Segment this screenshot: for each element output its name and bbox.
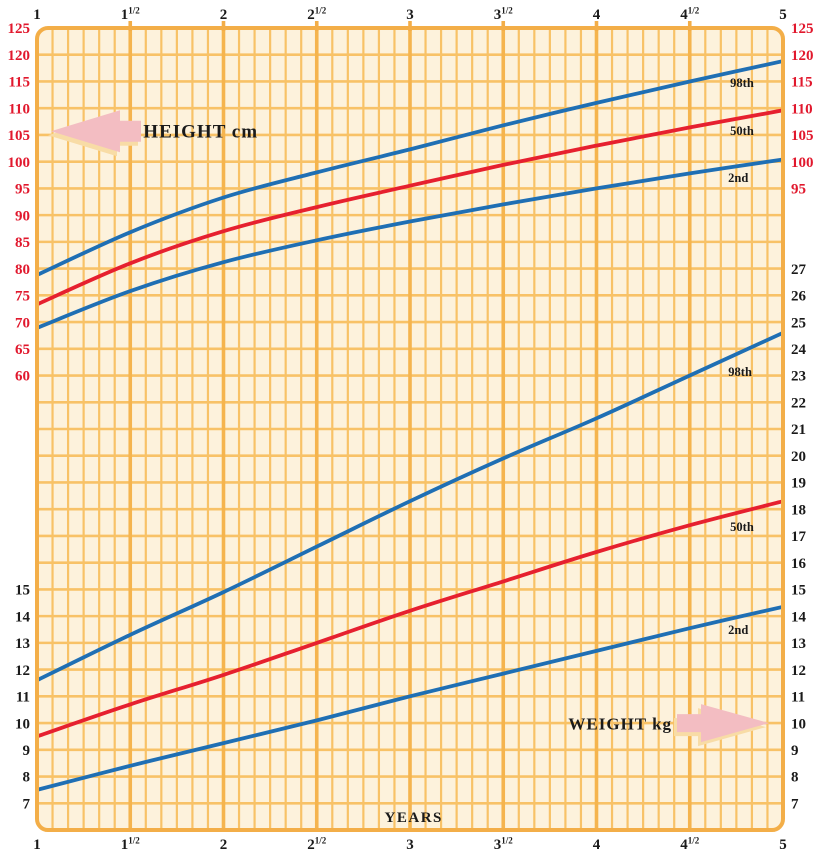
weight-scale-right-label: 22 bbox=[791, 395, 806, 411]
grid bbox=[37, 28, 783, 830]
height-scale-right-label: 125 bbox=[791, 21, 814, 37]
weight-scale-right-label: 21 bbox=[791, 422, 806, 438]
height-scale-left-label: 70 bbox=[15, 315, 30, 331]
percentile-curves bbox=[37, 59, 783, 792]
weight-scale-left-label: 15 bbox=[15, 583, 30, 599]
height-scale-left-label: 65 bbox=[15, 342, 30, 358]
top-axis-tick-label: 4 bbox=[593, 7, 601, 23]
weight-scale-left-label: 9 bbox=[23, 743, 31, 759]
height-scale-left-label: 105 bbox=[8, 128, 31, 144]
height-arrow-label: HEIGHT cm bbox=[143, 122, 258, 143]
weight-scale-left-label: 8 bbox=[23, 770, 31, 786]
height-scale-left-label: 75 bbox=[15, 289, 30, 305]
weight-scale-left-label: 13 bbox=[15, 636, 30, 652]
weight-scale-right-label: 17 bbox=[791, 529, 807, 545]
weight-scale-right-label: 18 bbox=[791, 502, 806, 518]
bottom-axis-tick-label: 41/2 bbox=[680, 836, 700, 854]
weight-scale-left-label: 7 bbox=[23, 796, 31, 812]
weight-scale-right-label: 16 bbox=[791, 556, 807, 572]
bottom-axis-tick-label: 21/2 bbox=[307, 836, 327, 854]
top-axis-tick-label: 1 bbox=[33, 7, 41, 23]
height-scale-left-label: 95 bbox=[15, 182, 30, 198]
weight-scale-right-label: 19 bbox=[791, 476, 806, 492]
weight-50th-label: 50th bbox=[730, 520, 754, 534]
height-2nd-curve bbox=[37, 157, 783, 330]
height-scale-left-label: 125 bbox=[8, 21, 31, 37]
weight-scale-right-label: 7 bbox=[791, 796, 799, 812]
weight-scale-right-label: 9 bbox=[791, 743, 799, 759]
axis-annotations: HEIGHT cm WEIGHT kg bbox=[47, 110, 770, 747]
bottom-axis-tick-label: 5 bbox=[779, 837, 787, 853]
height-scale-left-label: 120 bbox=[8, 48, 31, 64]
height-2nd-label: 2nd bbox=[728, 171, 748, 185]
top-axis-tick-label: 5 bbox=[779, 7, 787, 23]
weight-98th-curve bbox=[37, 330, 783, 683]
percentile-labels: 98th 50th 2nd 98th 50th 2nd bbox=[728, 76, 754, 637]
height-scale-left-label: 85 bbox=[15, 235, 30, 251]
height-scale-right-label: 105 bbox=[791, 128, 814, 144]
axis-tick-labels: 1 11/2 2 21/2 3 31/2 4 41/2 5 1 11/2 2 21/2 3 31/2 4 41/… bbox=[8, 6, 814, 854]
height-scale-left-label: 100 bbox=[8, 155, 31, 171]
height-scale-right-label: 115 bbox=[791, 75, 813, 91]
height-arrow-icon bbox=[50, 110, 141, 153]
x-axis-title: YEARS bbox=[385, 810, 443, 826]
weight-arrow-label: WEIGHT kg bbox=[568, 715, 672, 734]
bottom-axis-tick-label: 11/2 bbox=[121, 836, 141, 854]
height-scale-right-label: 95 bbox=[791, 182, 806, 198]
bottom-axis-tick-label: 31/2 bbox=[494, 836, 514, 854]
height-98th-curve bbox=[37, 59, 783, 277]
height-98th-label: 98th bbox=[730, 76, 754, 90]
weight-scale-left-label: 14 bbox=[15, 609, 31, 625]
weight-scale-right-label: 20 bbox=[791, 449, 806, 465]
weight-scale-right-label: 14 bbox=[791, 609, 807, 625]
height-scale-right-label: 100 bbox=[791, 155, 814, 171]
weight-scale-right-label: 24 bbox=[791, 342, 807, 358]
weight-2nd-curve bbox=[37, 604, 783, 792]
weight-50th-curve bbox=[37, 499, 783, 739]
weight-arrow-icon bbox=[677, 704, 770, 743]
top-axis-tick-label: 21/2 bbox=[307, 6, 327, 24]
weight-scale-left-label: 10 bbox=[15, 716, 30, 732]
weight-scale-right-label: 27 bbox=[791, 262, 807, 278]
height-scale-left-label: 80 bbox=[15, 262, 30, 278]
weight-scale-right-label: 15 bbox=[791, 583, 806, 599]
weight-scale-right-label: 12 bbox=[791, 663, 806, 679]
height-scale-left-label: 90 bbox=[15, 208, 30, 224]
weight-scale-left-label: 11 bbox=[16, 690, 30, 706]
top-axis-tick-label: 11/2 bbox=[121, 6, 141, 24]
height-scale-right-label: 120 bbox=[791, 48, 814, 64]
weight-scale-left-label: 12 bbox=[15, 663, 30, 679]
weight-scale-right-label: 26 bbox=[791, 289, 807, 305]
weight-98th-label: 98th bbox=[728, 365, 752, 379]
weight-scale-right-label: 13 bbox=[791, 636, 806, 652]
height-50th-label: 50th bbox=[730, 124, 754, 138]
weight-scale-right-label: 10 bbox=[791, 716, 806, 732]
weight-scale-right-label: 25 bbox=[791, 315, 806, 331]
height-50th-curve bbox=[37, 108, 783, 307]
bottom-axis-tick-label: 2 bbox=[220, 837, 228, 853]
top-axis-tick-label: 3 bbox=[406, 7, 414, 23]
weight-2nd-label: 2nd bbox=[728, 623, 748, 637]
height-scale-left-label: 60 bbox=[15, 369, 30, 385]
top-axis-tick-label: 41/2 bbox=[680, 6, 700, 24]
height-scale-left-label: 115 bbox=[8, 75, 30, 91]
top-axis-tick-label: 2 bbox=[220, 7, 228, 23]
height-scale-right-label: 110 bbox=[791, 101, 813, 117]
bottom-axis-tick-label: 1 bbox=[33, 837, 41, 853]
top-axis-tick-label: 31/2 bbox=[494, 6, 514, 24]
weight-scale-right-label: 23 bbox=[791, 369, 806, 385]
weight-scale-right-label: 11 bbox=[791, 690, 805, 706]
weight-scale-right-label: 8 bbox=[791, 770, 799, 786]
height-scale-left-label: 110 bbox=[8, 101, 30, 117]
bottom-axis-tick-label: 3 bbox=[406, 837, 414, 853]
bottom-axis-tick-label: 4 bbox=[593, 837, 601, 853]
